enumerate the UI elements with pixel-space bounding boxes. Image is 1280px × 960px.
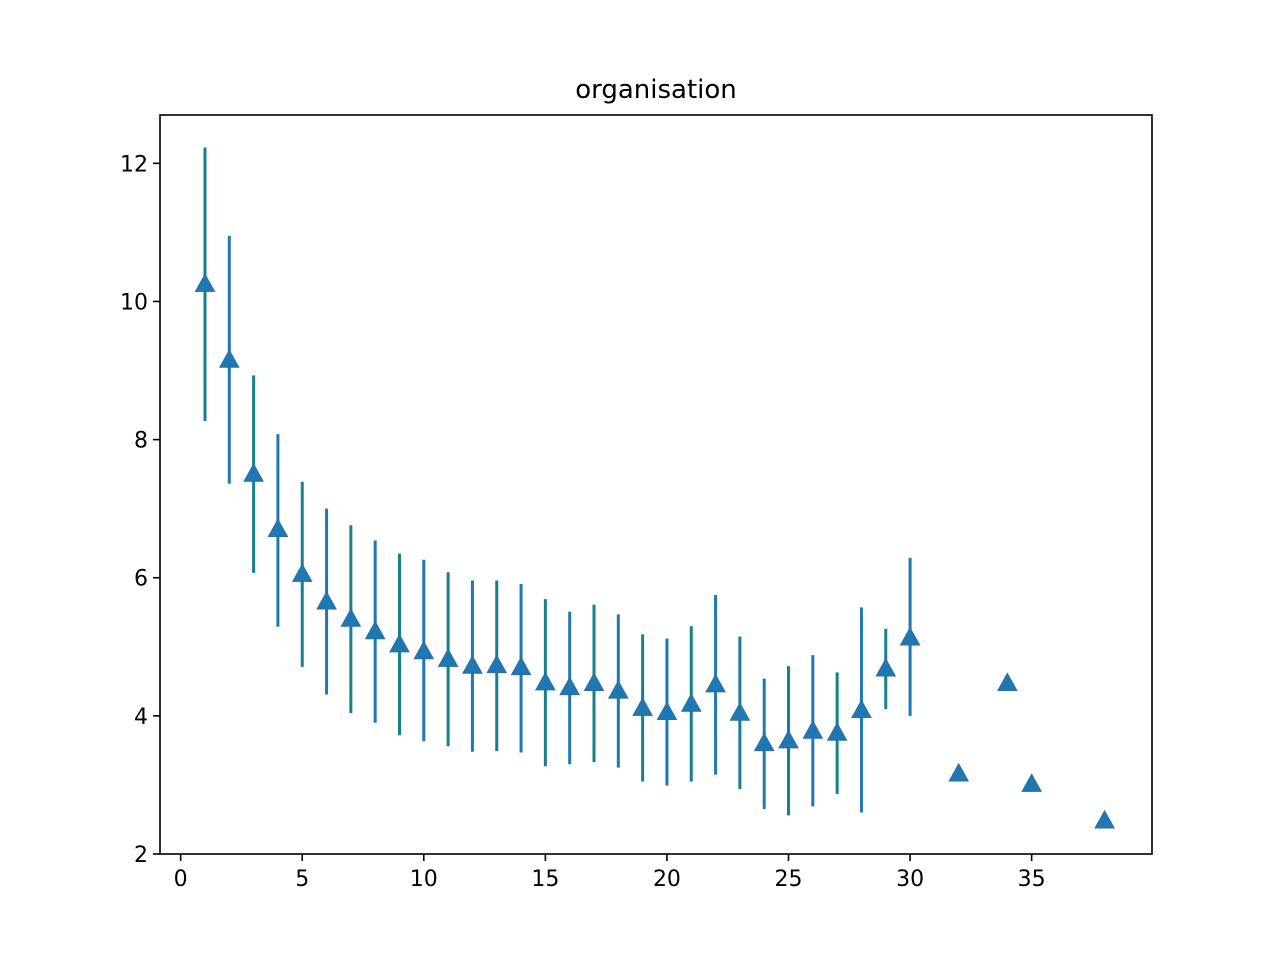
x-tick-label: 25 bbox=[775, 867, 803, 892]
x-tick-label: 20 bbox=[653, 867, 681, 892]
x-tick-label: 30 bbox=[896, 867, 924, 892]
data-point-marker bbox=[437, 648, 459, 667]
x-tick-label: 5 bbox=[295, 867, 309, 892]
data-point-marker bbox=[729, 702, 751, 721]
markers bbox=[194, 273, 1115, 829]
data-point-marker bbox=[364, 620, 386, 640]
data-point-marker bbox=[996, 672, 1018, 692]
data-point-marker bbox=[632, 697, 653, 716]
data-point-marker bbox=[316, 590, 337, 610]
data-point-marker bbox=[389, 633, 410, 653]
data-point-marker bbox=[753, 732, 775, 752]
data-point-marker bbox=[705, 673, 726, 693]
y-tick-label: 12 bbox=[120, 152, 148, 177]
data-point-marker bbox=[583, 672, 605, 692]
x-tick-label: 10 bbox=[410, 867, 438, 892]
axes-frame bbox=[159, 114, 1153, 855]
data-point-marker bbox=[462, 655, 483, 674]
data-point-marker bbox=[1021, 773, 1042, 792]
data-point-marker bbox=[1094, 809, 1115, 829]
data-point-marker bbox=[218, 349, 240, 368]
y-tick-label: 8 bbox=[134, 429, 148, 454]
data-point-marker bbox=[291, 563, 313, 582]
data-point-marker bbox=[340, 608, 362, 627]
data-point-marker bbox=[656, 701, 678, 721]
data-point-marker bbox=[510, 656, 532, 676]
y-tick-label: 6 bbox=[134, 567, 148, 592]
y-tick-label: 4 bbox=[134, 705, 148, 730]
y-axis: 2 4 6 8 10 12 bbox=[120, 152, 160, 868]
plot-area bbox=[194, 147, 1115, 829]
y-tick-label: 2 bbox=[134, 843, 148, 868]
data-point-marker bbox=[559, 676, 581, 696]
chart-title: organisation bbox=[575, 75, 737, 105]
x-axis: 0 5 10 15 20 25 30 35 bbox=[174, 854, 1046, 892]
data-point-marker bbox=[778, 729, 799, 749]
data-point-marker bbox=[802, 720, 824, 739]
x-tick-label: 0 bbox=[174, 867, 188, 892]
x-tick-label: 15 bbox=[531, 867, 559, 892]
data-point-marker bbox=[413, 640, 435, 660]
data-point-marker bbox=[194, 273, 216, 292]
y-tick-label: 10 bbox=[120, 290, 148, 315]
x-tick-label: 35 bbox=[1018, 867, 1046, 892]
data-point-marker bbox=[680, 693, 702, 712]
data-point-marker bbox=[899, 626, 921, 646]
data-point-marker bbox=[607, 680, 629, 699]
data-point-marker bbox=[486, 654, 508, 674]
data-point-marker bbox=[267, 518, 289, 538]
data-point-marker bbox=[948, 762, 970, 782]
data-point-marker bbox=[243, 463, 264, 482]
data-point-marker bbox=[535, 671, 556, 691]
data-point-marker bbox=[851, 699, 872, 718]
data-point-marker bbox=[826, 722, 848, 741]
data-point-marker bbox=[875, 657, 897, 677]
